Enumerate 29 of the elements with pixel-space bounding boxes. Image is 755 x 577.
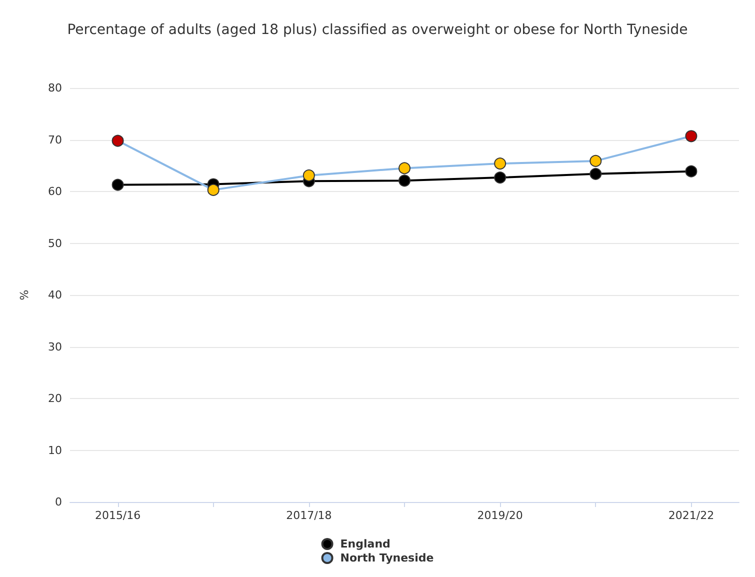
point: [494, 172, 506, 184]
chart-title: Percentage of adults (aged 18 plus) classified as overweight or obese for North Tyneside: [67, 22, 688, 38]
x-tick-label: 2015/16: [94, 509, 141, 522]
x-tick-label: 2017/18: [286, 509, 332, 522]
y-tick-label: 60: [48, 185, 62, 198]
point: [302, 169, 315, 182]
x-tick-label: 2019/20: [477, 509, 523, 522]
point: [685, 165, 698, 178]
x-tick-label: 2021/22: [668, 509, 714, 522]
point: [685, 130, 698, 142]
y-tick-label: 70: [48, 133, 62, 146]
point: [590, 168, 602, 180]
y-tick-label: 40: [48, 288, 62, 302]
legend-label: North Tyneside: [340, 552, 434, 564]
point: [207, 184, 220, 196]
y-tick-label: 50: [48, 236, 62, 250]
y-tick-label: 80: [48, 82, 62, 94]
point: [590, 154, 602, 167]
y-tick-label: 30: [48, 340, 62, 354]
legend-label: England: [340, 538, 390, 550]
point: [112, 178, 124, 191]
y-tick-label: 0: [55, 496, 62, 508]
y-axis-title: %: [18, 290, 31, 300]
point: [398, 162, 410, 174]
point: [398, 174, 410, 187]
point: [494, 158, 506, 170]
y-tick-label: 10: [48, 444, 62, 457]
y-tick-label: 20: [48, 392, 62, 405]
point: [112, 134, 124, 147]
